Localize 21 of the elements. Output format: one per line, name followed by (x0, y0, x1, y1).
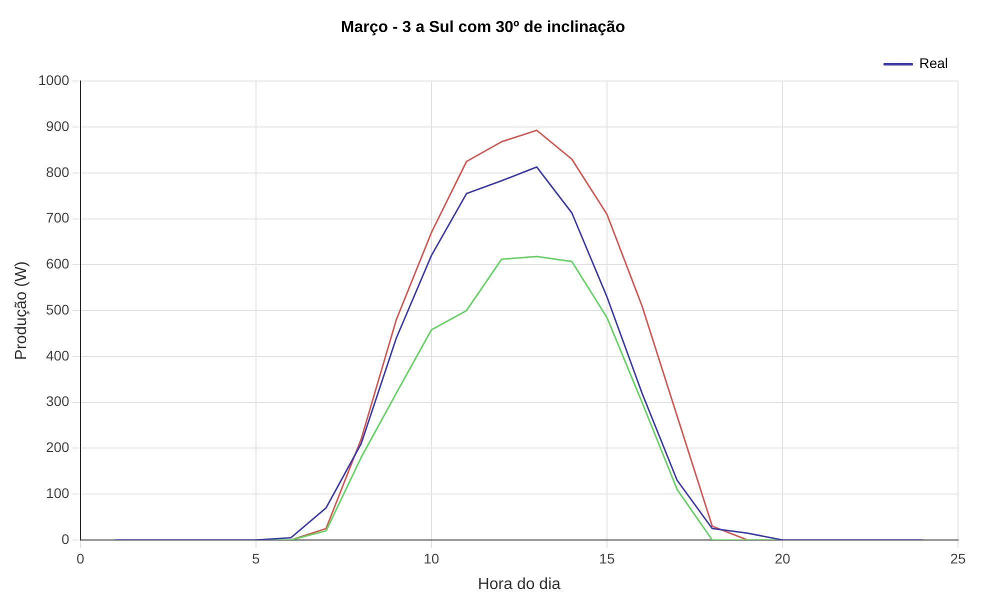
y-tick-label: 200 (46, 439, 70, 456)
y-tick-label: 700 (46, 210, 70, 226)
x-tick-label: 5 (252, 550, 260, 566)
chart-title: Março - 3 a Sul com 30º de inclinação (340, 19, 626, 36)
y-tick-label: 300 (46, 393, 70, 410)
x-tick-label: 25 (950, 550, 966, 566)
x-tick-label: 20 (774, 550, 790, 566)
x-tick-label: 10 (424, 550, 440, 566)
y-tick-label: 800 (46, 164, 70, 180)
y-tick-label: 400 (46, 347, 70, 364)
x-axis-title: Hora do dia (478, 576, 561, 593)
x-tick-label: 0 (76, 550, 84, 566)
x-tick-label: 15 (599, 550, 615, 566)
y-tick-label: 1000 (38, 72, 70, 88)
y-tick-label: 500 (46, 301, 70, 318)
y-tick-label: 600 (46, 256, 70, 272)
y-axis-title: Produção (W) (13, 261, 30, 360)
y-tick-label: 100 (46, 484, 70, 501)
legend-label: Real (919, 55, 948, 72)
y-tick-label: 0 (62, 530, 70, 547)
y-tick-label: 900 (46, 118, 70, 134)
